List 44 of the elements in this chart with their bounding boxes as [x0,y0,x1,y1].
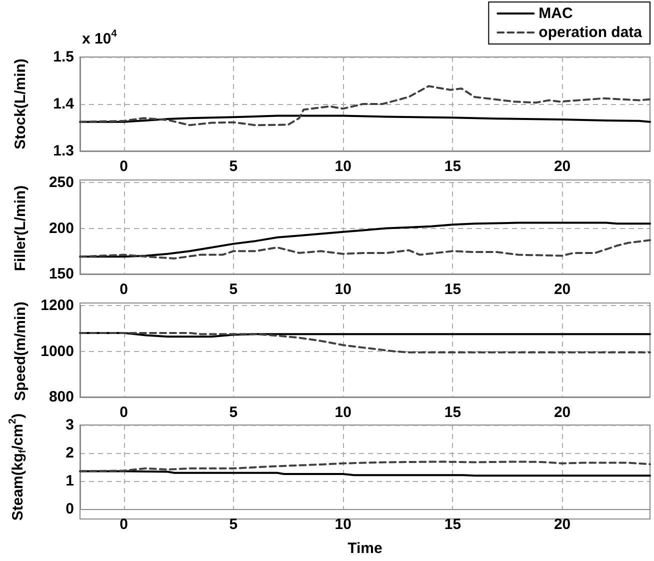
x-tick-label: 5 [229,158,238,175]
x-tick-label: 0 [120,404,128,421]
y-tick-label: 1.3 [53,142,74,160]
y-tick-label: 1000 [40,342,74,360]
y-axis-title: Steam(kgf/cm2) [8,413,28,521]
y-axis-title: Stock(L/min) [12,58,29,150]
y-tick-label: 800 [48,388,74,406]
y-tick-label: 2 [66,444,74,462]
x-tick-label: 15 [444,516,462,533]
y-tick-label: 200 [48,220,74,237]
line-series [79,332,651,354]
x-tick-label: 0 [120,281,128,298]
line-series [79,85,651,126]
line-series [79,460,651,472]
y-axis-title: Speed(m/min) [12,302,29,401]
x-tick-label: 20 [554,516,571,533]
x-tick-label: 20 [554,281,571,298]
x-tick-label: 5 [229,281,238,298]
x-tick-label: 15 [444,404,462,421]
line-series [79,239,651,260]
x-tick-label: 15 [444,281,462,298]
legend-label: MAC [538,5,573,22]
x-tick-label: 10 [334,158,352,175]
y-axis-title: Filler(L/min) [12,185,29,272]
y-tick-label: 250 [48,174,74,191]
y-tick-label: 150 [48,266,74,282]
x-tick-label: 10 [334,281,352,298]
x-tick-label: 0 [120,516,128,533]
y-tick-label: 1 [66,472,74,490]
x-tick-label: 5 [229,404,238,421]
x-tick-label: 10 [334,516,352,533]
x-tick-label: 0 [120,158,128,175]
x-axis-title: Time [348,540,382,557]
x-tick-label: 20 [554,158,571,175]
y-tick-label: 1.5 [53,48,74,66]
x-tick-label: 5 [229,516,238,533]
y-tick-label: 0 [66,500,74,518]
y-tick-label: 3 [66,416,74,434]
x-tick-label: 20 [554,404,571,421]
x-tick-label: 10 [334,404,352,421]
x-tick-label: 15 [444,158,462,175]
y-tick-label: 1200 [40,297,74,314]
y-tick-label: 1.4 [53,96,75,112]
legend-label: operation data [538,24,643,41]
